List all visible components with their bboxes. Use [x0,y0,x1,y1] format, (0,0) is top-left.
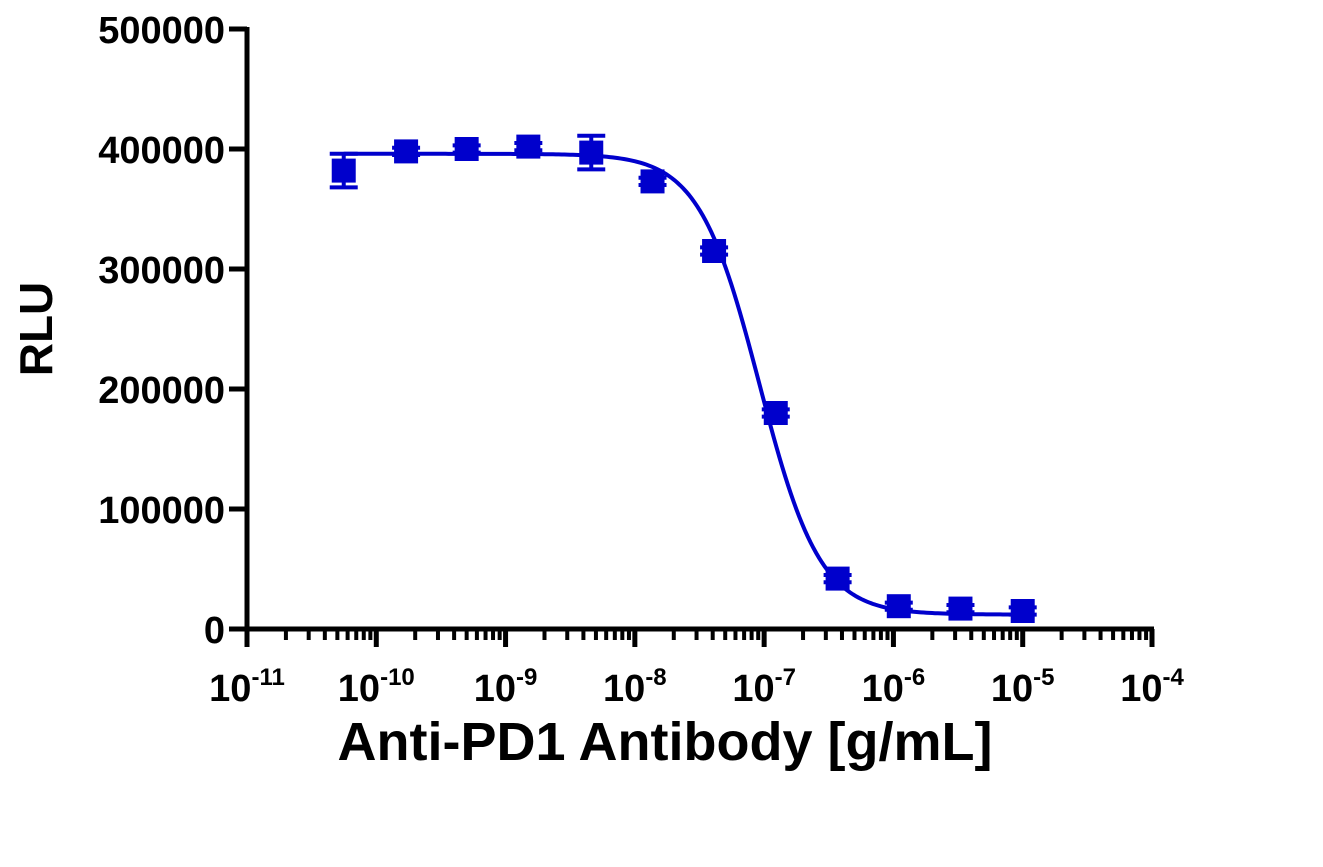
data-points [331,134,1035,623]
data-point [1010,599,1035,623]
data-point [516,134,541,159]
data-point [394,139,419,164]
x-tick-label: 10-7 [732,664,796,710]
x-axis-title: Anti-PD1 Antibody [g/mL] [338,712,993,772]
y-tick-label: 300000 [98,250,225,292]
data-point [948,596,973,621]
x-tick-label: 10-5 [991,664,1055,710]
y-axis-ticks [229,26,247,632]
x-tick-label: 10-11 [209,664,285,710]
data-point [702,239,727,263]
x-tick-label: 10-4 [1120,664,1184,710]
x-axis-ticks [244,629,1155,647]
data-point [640,169,665,194]
y-tick-label: 400000 [98,130,225,172]
y-tick-label: 500000 [98,10,225,52]
data-point [825,566,850,591]
x-tick-labels: 10-11 10-10 10-9 10-8 10-7 10-6 10-5 10-4 [209,664,1184,710]
fit-curve [343,151,1023,617]
y-tick-label: 100000 [98,490,225,532]
data-point [763,401,788,425]
y-tick-label: 200000 [98,370,225,412]
x-tick-label: 10-8 [603,664,667,710]
error-bars [329,133,1037,617]
data-point [886,594,911,619]
x-tick-label: 10-6 [862,664,926,710]
data-point [454,137,479,161]
x-tick-label: 10-10 [338,664,415,710]
data-point [331,158,356,183]
y-tick-label: 0 [204,610,225,652]
y-axis-title: RLU [10,282,62,377]
y-tick-labels: 0 100000 200000 300000 400000 500000 [98,10,225,652]
x-tick-label: 10-9 [474,664,538,710]
data-point [579,140,604,165]
